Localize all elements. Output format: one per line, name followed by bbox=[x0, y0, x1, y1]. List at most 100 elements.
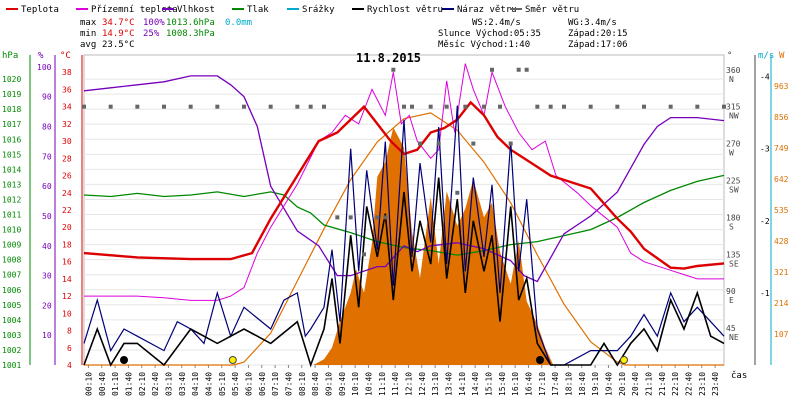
tick-label-x: 17:10 bbox=[538, 372, 547, 396]
stat-max-press: 1013.6hPa bbox=[166, 18, 215, 28]
wind-direction-marker bbox=[242, 104, 246, 109]
tick-label-temp: 36 bbox=[62, 85, 72, 94]
wind-direction-marker bbox=[108, 104, 113, 109]
wind-direction-marker bbox=[508, 141, 513, 146]
tick-label-dir: W bbox=[729, 149, 734, 158]
tick-label-temp: 6 bbox=[67, 344, 72, 353]
tick-label-hpa: 1015 bbox=[2, 150, 21, 159]
tick-label-wm2: 856 bbox=[774, 113, 789, 122]
axis-ms-title: m/s bbox=[758, 51, 774, 61]
tick-label-x: 05:10 bbox=[218, 372, 227, 396]
legend-label-hum: Vlhkost bbox=[177, 5, 215, 15]
tick-label-pct: 90 bbox=[42, 93, 52, 102]
tick-label-deg: 90 bbox=[726, 287, 736, 296]
tick-label-x: 08:10 bbox=[298, 372, 307, 396]
solar-theoretical-line bbox=[84, 112, 724, 366]
chart-title: 11.8.2015 bbox=[356, 51, 421, 65]
wind-direction-marker bbox=[516, 67, 521, 72]
wind-direction-marker bbox=[362, 252, 366, 257]
wind-direction-marker bbox=[188, 104, 193, 109]
tick-label-wm2: 749 bbox=[774, 144, 789, 153]
tick-label-x: 22:40 bbox=[684, 372, 693, 396]
wind-direction-marker bbox=[490, 67, 494, 72]
tick-label-x: 09:40 bbox=[338, 372, 347, 396]
line-series bbox=[83, 63, 725, 368]
wind-direction-marker bbox=[668, 104, 673, 109]
wind-direction-marker bbox=[308, 104, 313, 109]
wind-direction-marker bbox=[391, 67, 396, 72]
wind-direction-marker bbox=[402, 104, 406, 109]
tick-label-pct: 30 bbox=[42, 272, 52, 281]
wind-direction-marker bbox=[383, 215, 388, 220]
wind-direction-marker bbox=[498, 104, 502, 109]
stat-avg-temp: 23.5°C bbox=[102, 40, 135, 50]
tick-label-hpa: 1002 bbox=[2, 346, 21, 355]
tick-label-deg: 45 bbox=[726, 324, 736, 333]
tick-label-hpa: 1010 bbox=[2, 226, 21, 235]
legend-label-dir: Směr větru bbox=[525, 5, 579, 15]
wind-direction-marker bbox=[471, 141, 476, 146]
tick-label-hpa: 1013 bbox=[2, 180, 21, 189]
tick-label-hpa: 1012 bbox=[2, 195, 21, 204]
tick-label-wm2: 963 bbox=[774, 82, 789, 91]
stat-max-hum: 100% bbox=[143, 18, 165, 28]
tick-label-x: 07:10 bbox=[271, 372, 280, 396]
wind-direction-marker bbox=[642, 104, 646, 109]
wind-direction-marker bbox=[535, 104, 540, 109]
wind-direction-marker bbox=[455, 190, 460, 195]
tick-label-temp: 20 bbox=[62, 223, 72, 232]
tick-label-deg: 315 bbox=[726, 103, 741, 112]
tick-label-x: 23:40 bbox=[711, 372, 720, 396]
tick-label-deg: 360 bbox=[726, 66, 741, 75]
axis-temp-title: °C bbox=[60, 51, 71, 61]
legend-label-press: Tlak bbox=[247, 5, 269, 15]
tick-label-hpa: 1016 bbox=[2, 135, 21, 144]
tick-label-temp: 8 bbox=[67, 327, 72, 336]
tick-label-hpa: 1008 bbox=[2, 256, 21, 265]
tick-label-temp: 24 bbox=[62, 189, 72, 198]
stat-min-label: min bbox=[80, 29, 96, 39]
wind-direction-marker bbox=[722, 104, 726, 109]
tick-label-x: 05:40 bbox=[231, 372, 240, 396]
wind-direction-marker bbox=[588, 104, 593, 109]
tick-label-temp: 14 bbox=[62, 275, 72, 284]
tick-label-temp: 18 bbox=[62, 240, 72, 249]
tick-label-hpa: 1011 bbox=[2, 211, 21, 220]
stat-min-press: 1008.3hPa bbox=[166, 29, 215, 39]
series-naraz-vetru-line bbox=[83, 105, 725, 366]
tick-label-x: 00:40 bbox=[98, 372, 107, 396]
tick-label-temp: 26 bbox=[62, 172, 72, 181]
wind-direction-marker bbox=[482, 104, 486, 109]
tick-label-x: 17:40 bbox=[551, 372, 560, 396]
series-teplota-line bbox=[83, 100, 725, 270]
stat-avg-label: avg bbox=[80, 40, 96, 50]
axis-pct-title: % bbox=[38, 51, 44, 61]
legend-label-temp: Teplota bbox=[21, 5, 59, 15]
info-sunset: Západ:20:15 bbox=[568, 29, 628, 39]
tick-label-wm2: 107 bbox=[774, 330, 789, 339]
sunset-marker bbox=[620, 356, 628, 364]
tick-label-deg: 135 bbox=[726, 250, 741, 259]
tick-label-x: 15:10 bbox=[484, 372, 493, 396]
tick-label-x: 20:10 bbox=[618, 372, 627, 396]
tick-label-temp: 12 bbox=[62, 292, 72, 301]
tick-label-x: 14:40 bbox=[471, 372, 480, 396]
stat-max-temp: 34.7°C bbox=[102, 18, 135, 28]
tick-label-temp: 16 bbox=[62, 258, 72, 267]
tick-label-x: 01:40 bbox=[124, 372, 133, 396]
tick-label-wm2: 428 bbox=[774, 237, 789, 246]
tick-label-pct: 50 bbox=[42, 212, 52, 221]
wind-direction-marker bbox=[322, 104, 326, 109]
tick-label-dir: SE bbox=[729, 259, 739, 268]
axis-deg-title: ° bbox=[727, 51, 732, 61]
tick-label-x: 18:40 bbox=[578, 372, 587, 396]
tick-label-x: 09:10 bbox=[324, 372, 333, 396]
tick-label-x: 19:10 bbox=[591, 372, 600, 396]
tick-label-x: 21:10 bbox=[644, 372, 653, 396]
tick-label-hpa: 1014 bbox=[2, 165, 21, 174]
stat-max-rain: 0.0mm bbox=[225, 18, 252, 28]
tick-label-x: 16:40 bbox=[524, 372, 533, 396]
axis-hpa-title: hPa bbox=[2, 51, 18, 61]
